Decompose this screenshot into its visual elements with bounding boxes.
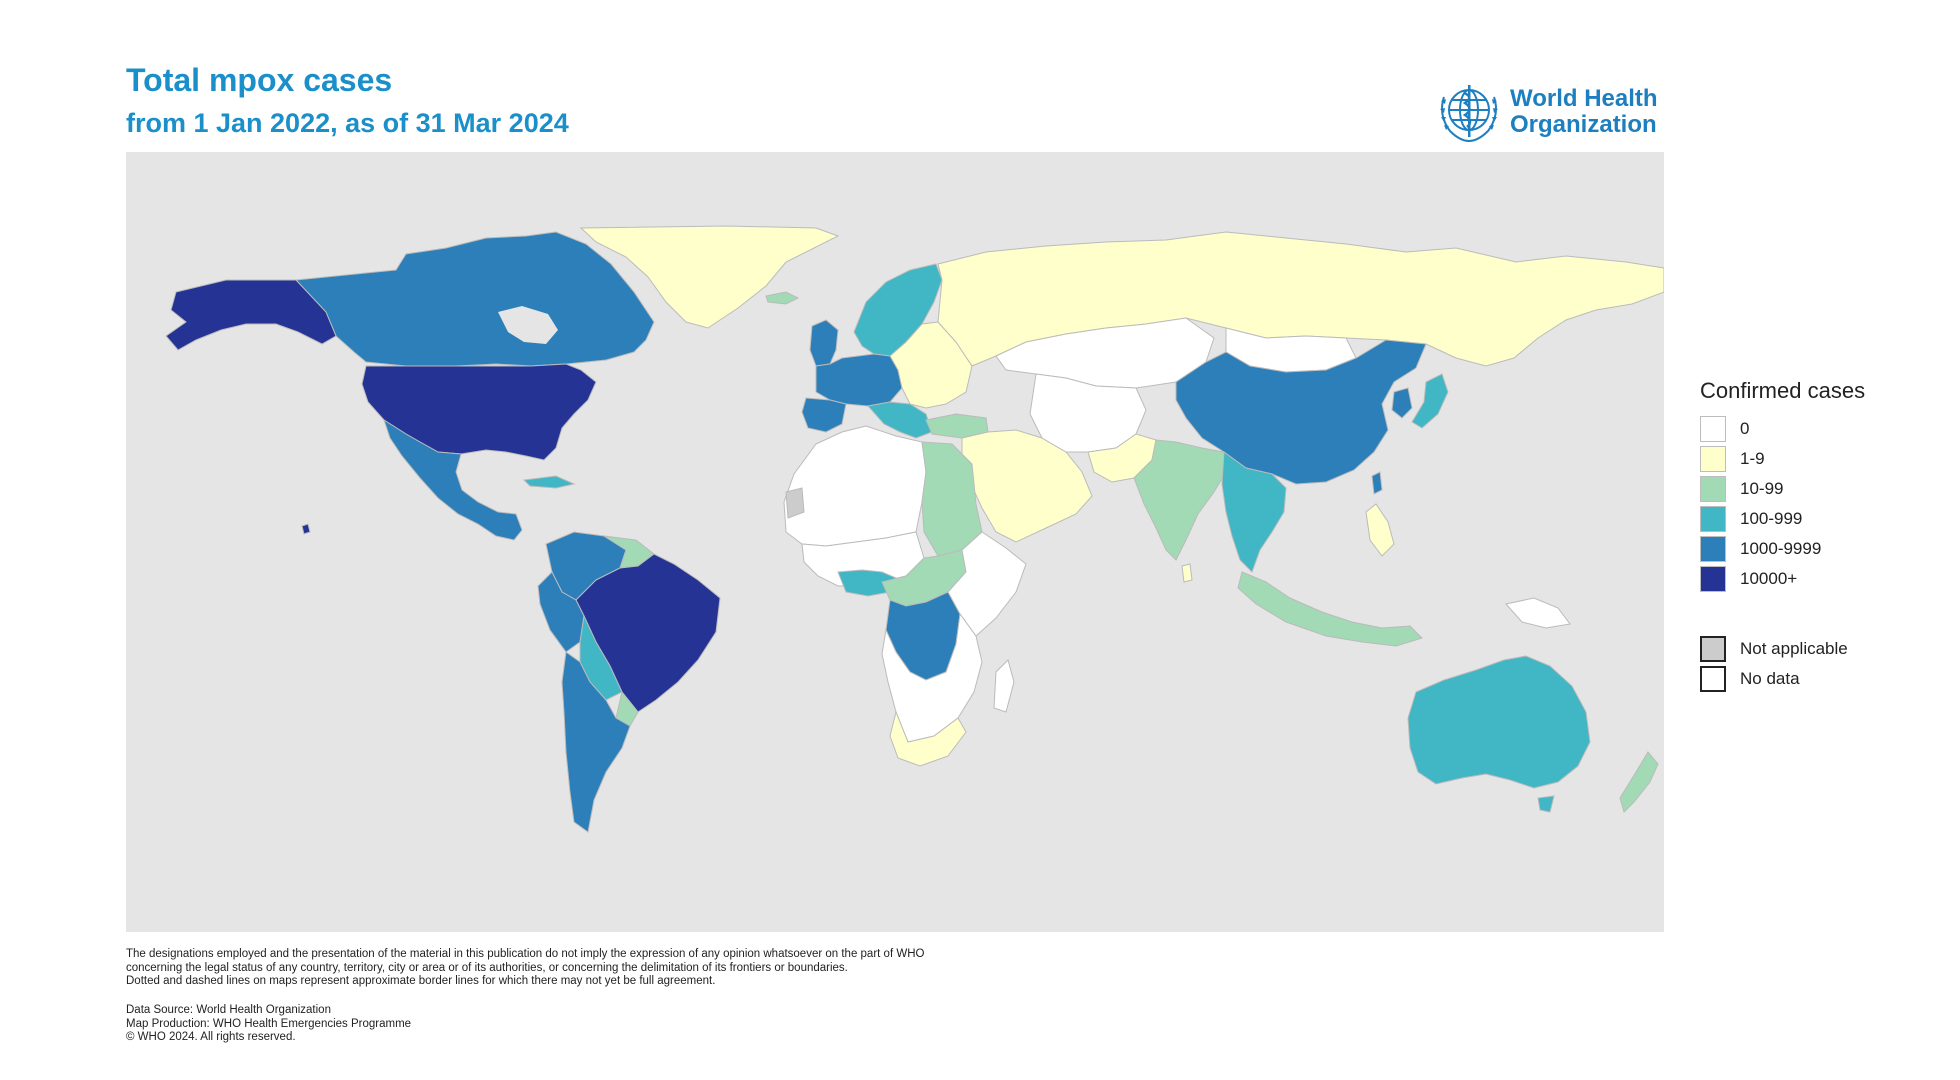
legend-item-1-9: 1-9 — [1700, 444, 1940, 474]
region-south-africa — [889, 710, 967, 767]
region-southern-africa — [881, 612, 983, 743]
legend-item-not-applicable: Not applicable — [1700, 634, 1940, 664]
region-western-sahara — [785, 487, 805, 519]
region-japan — [1411, 373, 1449, 429]
legend-item-0: 0 — [1700, 414, 1940, 444]
disclaimer-line-1: The designations employed and the presen… — [126, 948, 925, 960]
legend-label-10000-plus: 10000+ — [1740, 569, 1798, 588]
who-logo-line-1: World Health — [1510, 85, 1658, 112]
legend-swatch-100-999 — [1700, 506, 1726, 532]
region-canada — [294, 231, 655, 367]
region-sri-lanka — [1181, 563, 1193, 583]
region-tasmania — [1537, 795, 1555, 813]
region-uk — [809, 319, 839, 367]
who-emblem-icon — [1440, 85, 1498, 142]
region-new-zealand — [1619, 751, 1659, 813]
legend-swatch-1-9 — [1700, 446, 1726, 472]
legend-swatch-not-applicable — [1700, 636, 1726, 662]
legend-item-10000-plus: 10000+ — [1700, 564, 1940, 594]
region-hawaii — [301, 523, 311, 535]
legend-swatch-1000-9999 — [1700, 536, 1726, 562]
region-mexico — [383, 418, 523, 541]
region-greenland — [579, 225, 840, 329]
credits-copyright: © WHO 2024. All rights reserved. — [126, 1031, 296, 1043]
region-alaska — [165, 279, 337, 351]
disclaimer-line-3: Dotted and dashed lines on maps represen… — [126, 975, 716, 987]
disclaimer: The designations employed and the presen… — [126, 948, 1126, 989]
who-logo-line-2: Organization — [1510, 111, 1657, 138]
legend-item-1000-9999: 1000-9999 — [1700, 534, 1940, 564]
legend-label-10-99: 10-99 — [1740, 479, 1784, 498]
region-india — [1133, 439, 1227, 561]
legend-item-10-99: 10-99 — [1700, 474, 1940, 504]
region-indonesia — [1237, 571, 1423, 647]
region-philippines — [1365, 503, 1395, 557]
legend-item-no-data: No data — [1700, 664, 1940, 694]
region-iceland — [765, 291, 800, 305]
region-southern-cone — [561, 651, 631, 833]
legend-label-1-9: 1-9 — [1740, 449, 1765, 468]
region-north-africa — [783, 425, 927, 547]
world-map — [126, 152, 1664, 932]
legend-swatch-no-data — [1700, 666, 1726, 692]
legend-label-not-applicable: Not applicable — [1740, 639, 1848, 658]
legend-swatch-10-99 — [1700, 476, 1726, 502]
legend-label-1000-9999: 1000-9999 — [1740, 539, 1822, 558]
region-caribbean — [522, 475, 576, 489]
region-china — [1175, 339, 1427, 485]
legend-title: Confirmed cases — [1700, 378, 1866, 403]
region-hudson-bay — [498, 306, 558, 344]
credits-map-production: Map Production: WHO Health Emergencies P… — [126, 1017, 412, 1030]
credits: Data Source: World Health Organization M… — [126, 1004, 826, 1045]
legend-swatch-10000-plus — [1700, 566, 1726, 592]
legend-label-100-999: 100-999 — [1740, 509, 1803, 528]
who-logo: World Health Organization — [1434, 76, 1674, 148]
legend-swatch-0 — [1700, 416, 1726, 442]
credits-data-source: Data Source: World Health Organization — [126, 1004, 331, 1016]
map-legend: Confirmed cases 0 1-9 10-99 100-999 1000… — [1700, 378, 1940, 694]
region-australia — [1407, 655, 1591, 789]
region-korea — [1391, 387, 1413, 419]
region-peru — [537, 571, 585, 653]
map-title: Total mpox cases — [126, 62, 393, 98]
region-papua-new-guinea — [1505, 597, 1571, 629]
disclaimer-line-2: concerning the legal status of any count… — [126, 961, 848, 974]
region-taiwan — [1371, 471, 1383, 495]
legend-item-100-999: 100-999 — [1700, 504, 1940, 534]
region-iberia — [801, 397, 847, 433]
region-eastern-europe — [889, 321, 973, 409]
legend-label-no-data: No data — [1740, 669, 1800, 688]
region-madagascar — [993, 659, 1015, 713]
legend-label-0: 0 — [1740, 419, 1750, 438]
map-subtitle: from 1 Jan 2022, as of 31 Mar 2024 — [126, 108, 569, 138]
region-east-africa — [947, 531, 1027, 637]
region-southeast-asia — [1221, 451, 1287, 573]
